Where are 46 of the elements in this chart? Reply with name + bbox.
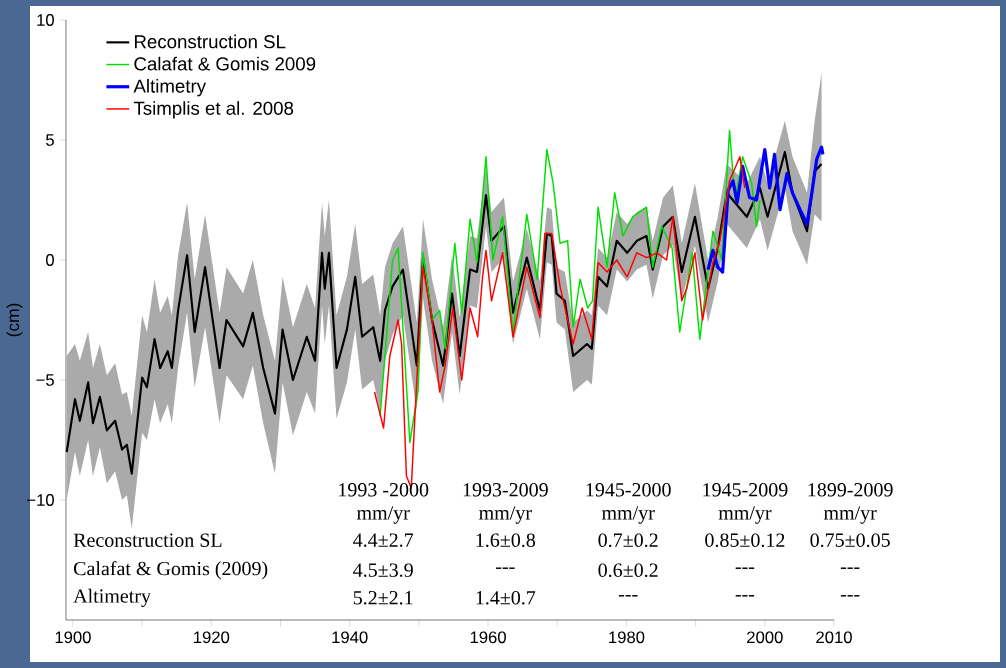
annotation: mm/yr — [601, 506, 655, 524]
legend-label: Reconstruction SL — [134, 34, 286, 49]
line-series — [706, 145, 825, 274]
line-series — [379, 129, 761, 444]
annotation: --- — [735, 595, 755, 597]
annotation: 0.75±0.05 — [810, 533, 890, 548]
x-tick-label: 1960 — [470, 631, 506, 644]
x-tick-label: 1980 — [609, 631, 645, 644]
y-tick-label: −5 — [36, 374, 54, 386]
y-axis-title: (cm) — [6, 303, 23, 337]
annotation: Calafat & Gomis (2009) — [74, 561, 268, 580]
annotation: 4.5±3.9 — [353, 563, 413, 577]
annotation: mm/yr — [479, 506, 532, 524]
annotation: 0.6±0.2 — [598, 563, 658, 578]
x-tick-label: 1900 — [55, 631, 91, 644]
annotation: mm/yr — [718, 506, 772, 524]
annotation: --- — [618, 595, 638, 597]
y-tick-label: 10 — [37, 14, 54, 26]
x-tick-label: 1920 — [194, 631, 230, 644]
annotation: 1.6±0.8 — [476, 533, 536, 548]
annotation: 0.7±0.2 — [598, 533, 658, 548]
annotation: 0.85±0.12 — [705, 533, 785, 548]
legend-label: Tsimplis et al. 2008 — [133, 101, 294, 119]
annotation: Altimetry — [73, 588, 151, 607]
x-tick-label: 2000 — [747, 631, 783, 644]
annotation: 1945-2009 — [703, 483, 788, 497]
x-tick-label: 2010 — [816, 631, 852, 644]
annotation: 1.4±0.7 — [476, 591, 536, 605]
annotation: 1899-2009 — [808, 483, 893, 497]
annotation: mm/yr — [356, 506, 410, 524]
annotation: 1993 -2000 — [339, 483, 429, 497]
legend-label: Calafat & Gomis 2009 — [134, 56, 316, 71]
annotation: 4.4±2.7 — [353, 533, 414, 547]
annotation: --- — [735, 567, 755, 569]
annotation: 1993-2009 — [463, 483, 548, 497]
annotation: 5.2±2.1 — [353, 591, 413, 605]
annotation: 1945-2000 — [586, 483, 671, 497]
y-tick-label: 0 — [46, 254, 54, 266]
annotation: mm/yr — [823, 506, 877, 524]
text: --- — [840, 567, 860, 569]
y-tick-label: 5 — [46, 134, 54, 146]
text: --- — [840, 595, 860, 597]
annotation: Reconstruction SL — [73, 533, 222, 547]
legend-label: Altimetry — [133, 78, 207, 97]
x-tick-label: 1940 — [332, 631, 368, 644]
annotation: --- — [496, 567, 515, 569]
